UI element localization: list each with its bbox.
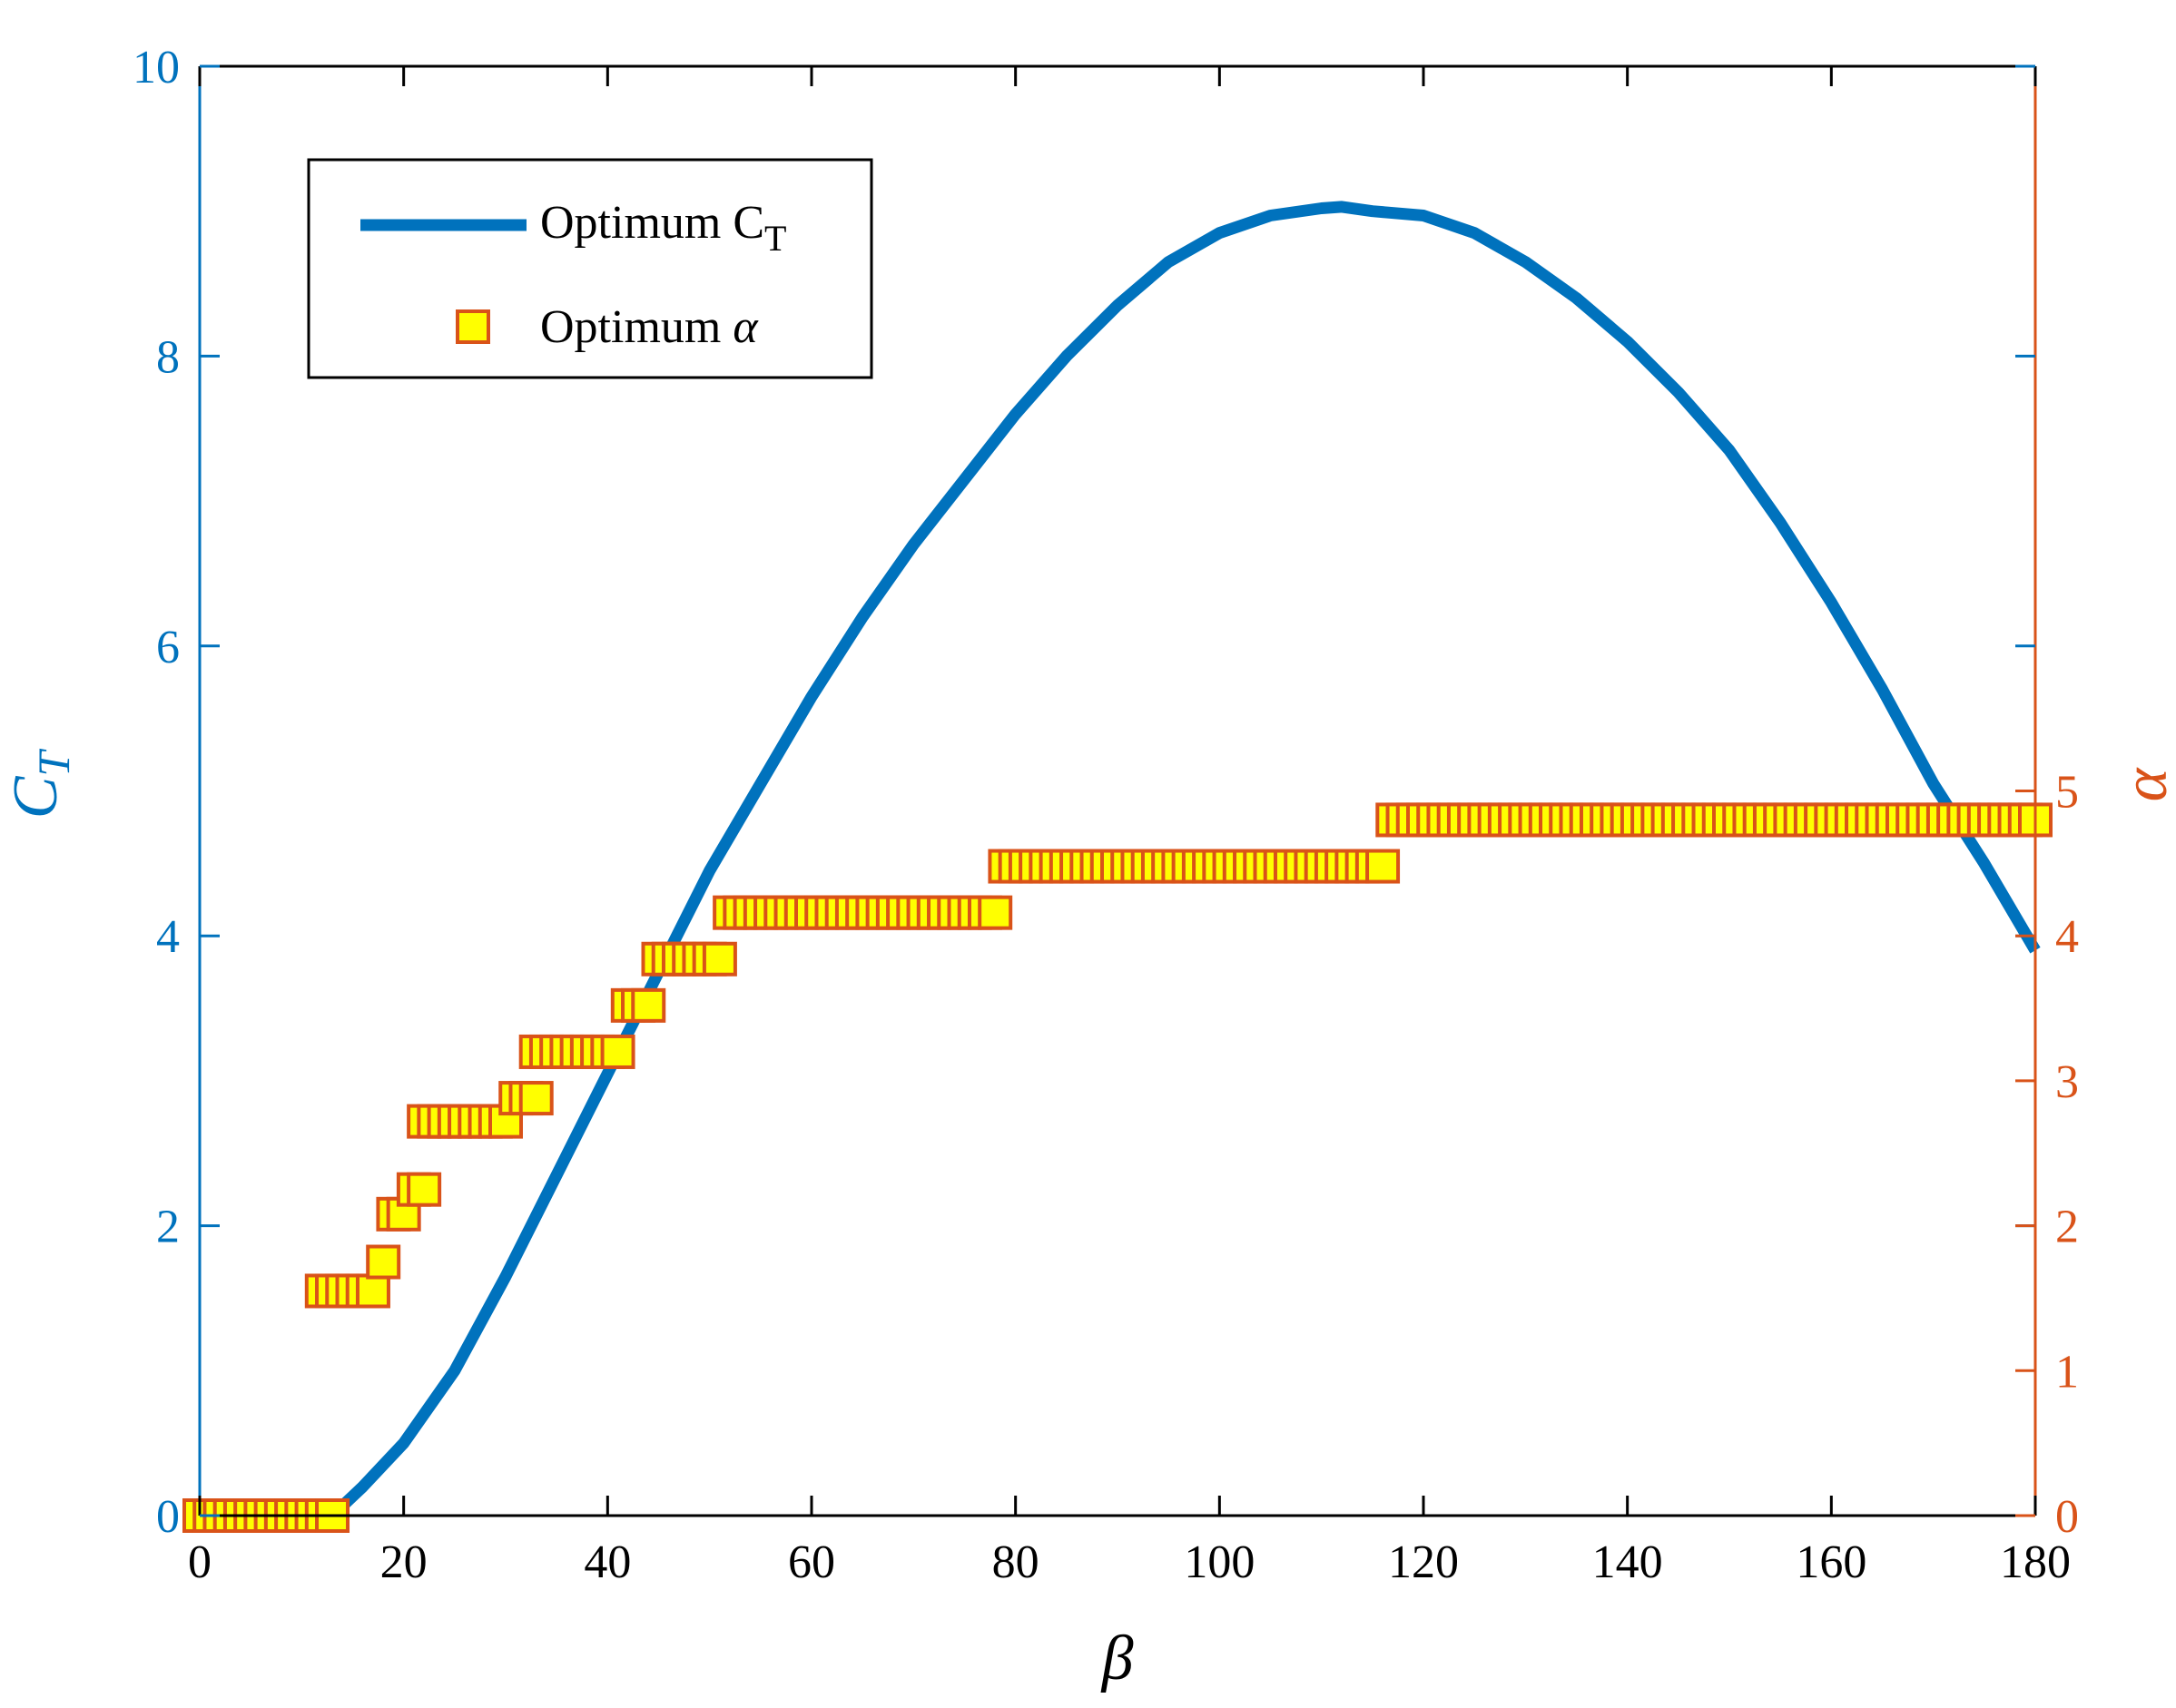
x-tick-label: 40 bbox=[584, 1536, 631, 1588]
y-left-tick-label: 6 bbox=[156, 622, 180, 673]
x-tick-label: 140 bbox=[1592, 1536, 1663, 1588]
y-right-tick-label: 1 bbox=[2055, 1346, 2079, 1398]
alpha-marker bbox=[978, 895, 1013, 930]
legend-line-label: Optimum C bbox=[540, 197, 764, 249]
x-tick-label: 80 bbox=[992, 1536, 1039, 1588]
alpha-marker bbox=[518, 1081, 554, 1116]
x-tick-label: 0 bbox=[188, 1536, 212, 1588]
alpha-marker bbox=[702, 941, 737, 977]
legend-line-label-sub: T bbox=[764, 218, 786, 259]
svg-text:Optimum α: Optimum α bbox=[540, 301, 759, 353]
y-left-tick-label: 4 bbox=[156, 911, 180, 963]
x-tick-label: 60 bbox=[788, 1536, 835, 1588]
y-right-tick-label: 0 bbox=[2055, 1491, 2079, 1543]
alpha-marker bbox=[631, 987, 666, 1023]
ct-series-line bbox=[200, 201, 2041, 1522]
legend: Optimum CT Optimum α bbox=[307, 158, 873, 379]
legend-marker-swatch bbox=[456, 309, 490, 344]
y-left-axis-label-main: C bbox=[1, 775, 71, 819]
x-tick-label: 160 bbox=[1796, 1536, 1866, 1588]
y-right-tick-label: 2 bbox=[2055, 1202, 2079, 1253]
alpha-marker bbox=[600, 1034, 635, 1069]
alpha-marker bbox=[1365, 849, 1401, 884]
x-tick-label: 180 bbox=[2000, 1536, 2071, 1588]
y-right-axis-label: α bbox=[2111, 767, 2176, 801]
svg-text:Optimum CT: Optimum CT bbox=[540, 197, 786, 259]
y-left-tick-label: 8 bbox=[156, 331, 180, 383]
alpha-marker bbox=[407, 1172, 442, 1207]
y-left-tick-label: 10 bbox=[133, 42, 180, 93]
y-left-tick-label: 0 bbox=[156, 1491, 180, 1543]
y-left-axis-label-sub: T bbox=[28, 749, 79, 777]
y-right-tick-label: 4 bbox=[2055, 911, 2079, 963]
svg-text:CT: CT bbox=[1, 749, 79, 820]
y-left-tick-label: 2 bbox=[156, 1202, 180, 1253]
legend-box bbox=[307, 158, 873, 379]
x-tick-label: 20 bbox=[380, 1536, 428, 1588]
y-right-tick-label: 3 bbox=[2055, 1056, 2079, 1108]
x-tick-label: 120 bbox=[1388, 1536, 1459, 1588]
x-tick-label: 100 bbox=[1184, 1536, 1255, 1588]
legend-marker-label-symbol: α bbox=[733, 301, 759, 353]
y-right-tick-label: 5 bbox=[2055, 767, 2079, 819]
alpha-marker bbox=[355, 1273, 390, 1309]
x-axis-label: β bbox=[1100, 1624, 1134, 1693]
y-left-axis-label: CT bbox=[1, 749, 79, 820]
legend-marker-label: Optimum bbox=[540, 301, 733, 353]
alpha-marker bbox=[366, 1244, 401, 1280]
